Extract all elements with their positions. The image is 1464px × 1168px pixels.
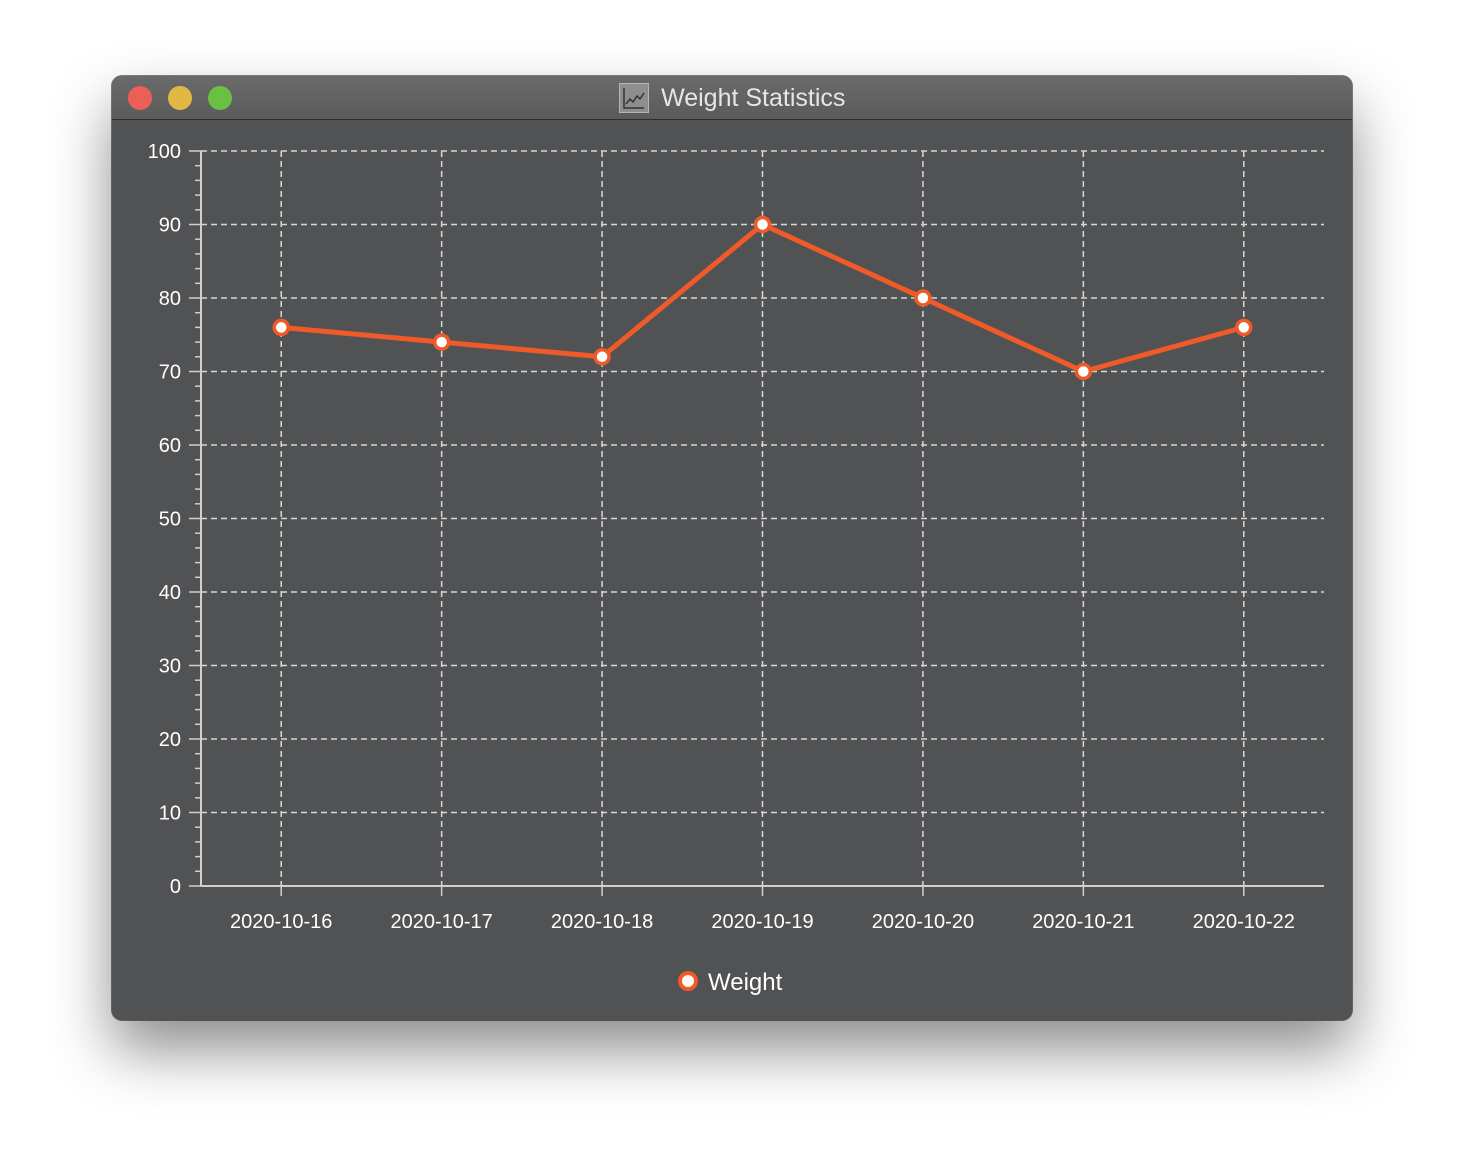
x-tick-label: 2020-10-16 <box>230 911 332 933</box>
y-tick-label: 10 <box>159 803 181 825</box>
y-tick-label: 40 <box>159 582 181 604</box>
legend: Weight <box>678 969 783 996</box>
y-tick-label: 100 <box>148 141 181 163</box>
line-chart: 0 10 20 30 40 50 60 70 80 90 100 2020-10-16 2020-10-… <box>148 141 1324 996</box>
data-point <box>272 318 290 337</box>
data-point <box>432 333 451 351</box>
x-tick-label: 2020-10-17 <box>390 911 492 933</box>
x-tick-label: 2020-10-20 <box>872 911 974 933</box>
data-point <box>1235 318 1253 337</box>
chart-icon <box>618 83 649 113</box>
title-bar[interactable]: Weight Statistics <box>112 76 1352 120</box>
y-tick-label: 90 <box>159 215 181 237</box>
x-tick-label: 2020-10-21 <box>1032 911 1134 933</box>
data-point <box>1074 362 1093 381</box>
y-tick-label: 30 <box>159 656 181 678</box>
window-title: Weight Statistics <box>661 84 846 112</box>
y-tick-label: 80 <box>159 288 181 310</box>
legend-label: Weight <box>708 969 783 996</box>
series-weight <box>272 215 1253 381</box>
y-tick-label: 60 <box>159 435 181 457</box>
close-button[interactable] <box>128 86 152 110</box>
y-tick-label: 0 <box>170 876 181 898</box>
maximize-button[interactable] <box>208 86 232 110</box>
chart-window: Weight Statistics 0 10 20 30 40 50 60 70 80 90 100… <box>112 76 1352 1020</box>
data-point <box>753 215 772 234</box>
axes: 0 10 20 30 40 50 60 70 80 90 100 2020-10-16 2020-10-… <box>148 141 1324 933</box>
y-tick-label: 70 <box>159 362 181 384</box>
y-tick-label: 50 <box>159 509 181 531</box>
data-point <box>914 289 932 307</box>
window-title-group: Weight Statistics <box>112 82 1352 114</box>
x-tick-label: 2020-10-18 <box>551 911 653 933</box>
x-tick-label: 2020-10-22 <box>1193 911 1295 933</box>
y-tick-label: 20 <box>159 729 181 751</box>
x-tick-label: 2020-10-19 <box>711 911 813 933</box>
data-point <box>593 348 611 366</box>
minimize-button[interactable] <box>168 86 192 110</box>
grid <box>201 150 1324 886</box>
legend-marker <box>678 971 698 991</box>
